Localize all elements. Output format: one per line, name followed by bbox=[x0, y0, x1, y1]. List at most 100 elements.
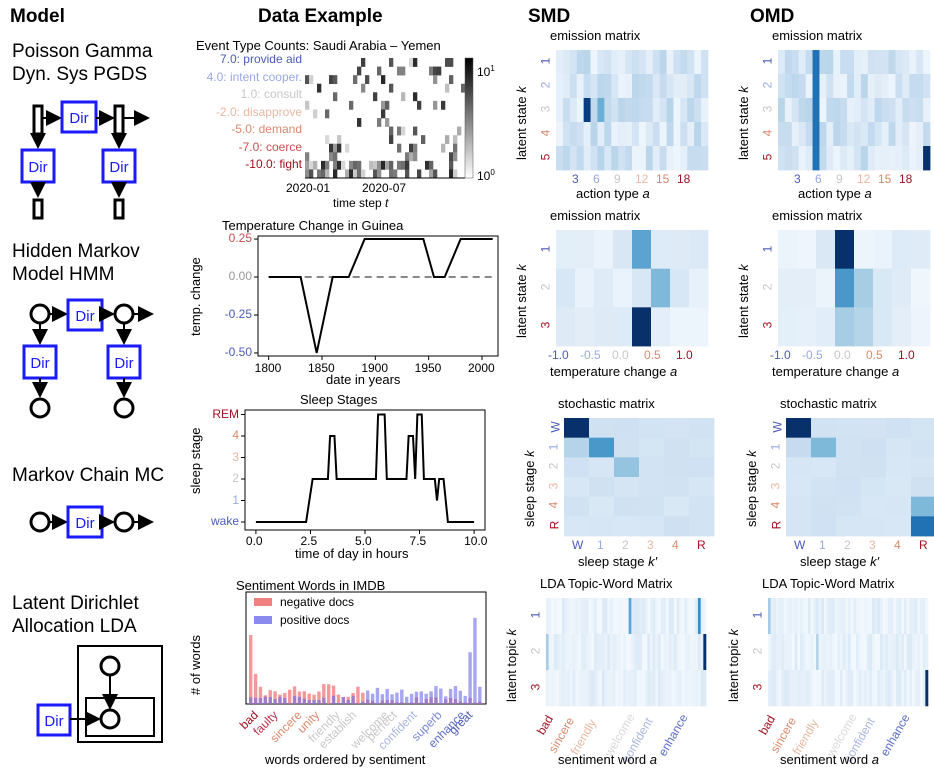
heat-cell bbox=[567, 670, 571, 707]
heat-cell bbox=[664, 516, 690, 537]
heat-cell bbox=[676, 634, 680, 671]
positive-bar bbox=[478, 686, 482, 704]
heat-cell bbox=[673, 50, 681, 75]
heat-cell bbox=[895, 98, 903, 123]
positive-bar bbox=[336, 702, 341, 704]
positive-bar bbox=[346, 699, 350, 704]
heat-cell bbox=[853, 598, 857, 635]
heat-cell bbox=[632, 230, 652, 270]
pgds-cell bbox=[409, 143, 414, 153]
pgds-cell bbox=[321, 160, 326, 170]
heat-cell bbox=[576, 146, 585, 171]
heat-cell bbox=[659, 98, 667, 123]
heat-cell bbox=[602, 634, 605, 671]
heat-cell bbox=[575, 307, 595, 347]
pgds-cell bbox=[405, 152, 410, 162]
pgds-cell bbox=[401, 92, 406, 102]
heat-cell bbox=[607, 598, 611, 635]
heat-cell bbox=[668, 598, 672, 635]
heat-cell bbox=[576, 98, 585, 123]
pgds-cell bbox=[433, 75, 438, 85]
heat-cell bbox=[768, 598, 771, 635]
sleep-ytick: 3 bbox=[232, 449, 239, 464]
heat-cell bbox=[698, 598, 701, 635]
pgds-row-label: 1.0: consult bbox=[240, 87, 302, 101]
heat-cell bbox=[583, 634, 587, 671]
heat-cell bbox=[826, 98, 834, 123]
sleep-xtick: 7.5 bbox=[409, 534, 427, 548]
heat-cell bbox=[652, 50, 661, 75]
heat-cell bbox=[632, 268, 652, 308]
heat-cell bbox=[614, 477, 640, 498]
pgds-cell bbox=[365, 75, 370, 85]
heat-cell bbox=[881, 50, 889, 75]
heat-cell bbox=[671, 670, 675, 707]
smd-lda-title: LDA Topic-Word Matrix bbox=[540, 576, 673, 591]
positive-bar bbox=[380, 694, 385, 704]
heat-cell bbox=[588, 670, 592, 707]
heat-cell bbox=[559, 670, 563, 707]
heat-cell bbox=[794, 634, 798, 671]
smd-mc-ylabel: sleep stage k bbox=[522, 450, 537, 527]
heat-cell bbox=[922, 598, 926, 635]
heat-cell bbox=[786, 598, 790, 635]
positive-bar bbox=[312, 699, 316, 704]
heat-cell bbox=[792, 670, 795, 707]
heat-cell bbox=[778, 122, 786, 147]
heat-cell bbox=[625, 98, 633, 123]
heat-cell bbox=[860, 74, 869, 99]
heat-cell bbox=[611, 74, 619, 99]
heat-cell bbox=[858, 598, 862, 635]
smd-lda-ylabel: latent topic k bbox=[504, 629, 519, 702]
heat-cell bbox=[575, 268, 595, 308]
heat-cell bbox=[663, 670, 667, 707]
heat-cell bbox=[583, 74, 591, 99]
pgds-cell bbox=[389, 169, 394, 179]
pgds-cell bbox=[313, 109, 318, 119]
legend-swatch-positive bbox=[254, 616, 272, 624]
heat-cell bbox=[650, 598, 653, 635]
omd-mc-title: stochastic matrix bbox=[780, 396, 877, 411]
heat-cell bbox=[562, 122, 571, 147]
pgds-cell bbox=[413, 143, 418, 153]
heat-cell bbox=[614, 457, 640, 478]
heat-cell bbox=[666, 598, 669, 635]
pgds-cell bbox=[397, 160, 402, 170]
heat-cell bbox=[826, 634, 830, 671]
temp-ytick: 0.25 bbox=[228, 231, 252, 246]
svg-text:Dir: Dir bbox=[30, 355, 49, 372]
heat-cell bbox=[874, 146, 883, 171]
pgds-cell bbox=[325, 109, 330, 119]
heat-cell bbox=[805, 146, 813, 171]
positive-bar bbox=[400, 689, 404, 704]
heat-cell bbox=[890, 670, 894, 707]
heat-cell bbox=[912, 670, 915, 707]
heat-cell bbox=[664, 437, 690, 458]
heat-cell bbox=[784, 670, 787, 707]
hmm-diagram: Dir Dir Dir bbox=[22, 298, 154, 419]
heat-cell bbox=[604, 122, 612, 147]
heat-cell bbox=[784, 50, 793, 75]
omd-mc-xtick: 4 bbox=[894, 538, 901, 552]
model-name-pgds: Poisson Gamma Dyn. Sys PGDS bbox=[12, 41, 153, 85]
heat-cell bbox=[864, 598, 867, 635]
heat-cell bbox=[786, 516, 812, 537]
positive-bar bbox=[385, 688, 389, 704]
heat-cell bbox=[789, 670, 793, 707]
heat-cell bbox=[589, 477, 615, 498]
heat-cell bbox=[652, 74, 661, 99]
positive-bar bbox=[268, 697, 272, 704]
positive-bar bbox=[292, 696, 297, 704]
smd-lda-heatmap bbox=[546, 598, 707, 707]
negative-bar bbox=[327, 684, 331, 704]
heat-cell bbox=[576, 74, 585, 99]
heat-cell bbox=[604, 98, 612, 123]
heat-cell bbox=[556, 122, 564, 147]
heat-cell bbox=[885, 634, 889, 671]
heat-cell bbox=[664, 418, 690, 439]
heat-cell bbox=[594, 230, 614, 270]
negative-bar bbox=[253, 673, 258, 704]
heat-cell bbox=[845, 598, 849, 635]
pgds-cell bbox=[373, 92, 378, 102]
heat-cell bbox=[628, 670, 632, 707]
